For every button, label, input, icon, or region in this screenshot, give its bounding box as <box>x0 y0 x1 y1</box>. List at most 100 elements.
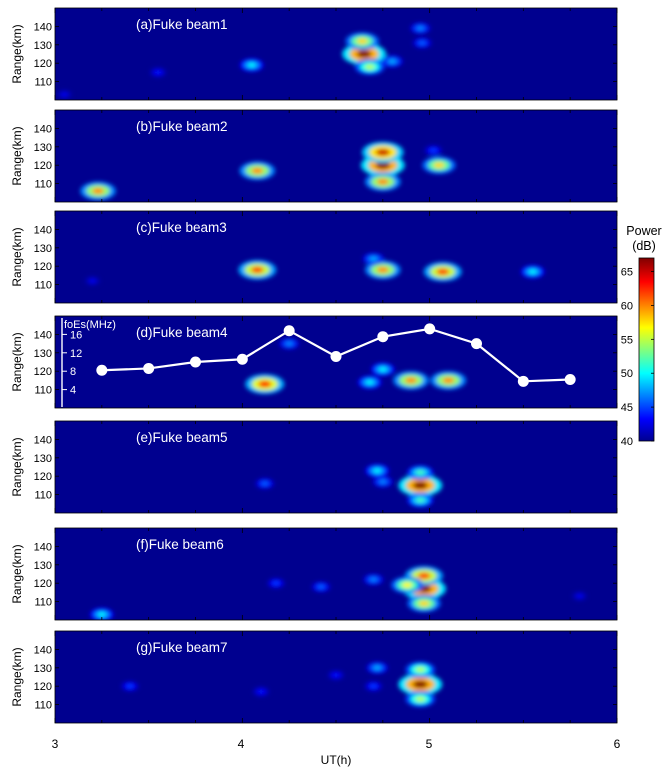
y-axis-label: Range(km) <box>10 544 24 603</box>
y-axis-label: Range(km) <box>10 126 24 185</box>
echo-blob <box>273 581 280 585</box>
echo-blob <box>285 341 293 346</box>
x-tick-5: 5 <box>426 737 433 751</box>
echo-blobs <box>80 141 456 201</box>
y-tick-label: 120 <box>34 366 52 378</box>
echo-blob <box>356 38 368 44</box>
echo-blob <box>375 148 390 156</box>
echo-blob <box>415 470 425 475</box>
y-tick-label: 140 <box>34 329 52 341</box>
colorbar-tick-label: 50 <box>621 368 633 380</box>
foEs-point <box>283 325 295 337</box>
echo-blob <box>356 50 372 58</box>
y-axis-label: Range(km) <box>10 437 24 496</box>
echo-blobs <box>120 661 443 707</box>
panels-group: 110 120 130 140 Range(km) (a)Fuke beam1 110 120… <box>10 7 618 724</box>
echo-blobs <box>56 22 432 100</box>
y-tick-label: 120 <box>34 578 52 590</box>
x-tick-4: 4 <box>238 737 245 751</box>
y-tick-label: 120 <box>34 471 52 483</box>
echo-blob <box>370 577 377 582</box>
panel-title: (a)Fuke beam1 <box>136 17 228 32</box>
foEs-tick-label: 12 <box>70 348 82 360</box>
foEs-point <box>96 364 108 376</box>
echo-blob <box>365 380 374 385</box>
panel-3: 110 120 130 140 Range(km) (c)Fuke beam3 <box>10 210 618 304</box>
echo-blob <box>261 481 268 486</box>
echo-blob <box>370 684 377 688</box>
y-tick-label: 130 <box>34 663 52 675</box>
echo-blob <box>415 696 426 702</box>
panel-title: (e)Fuke beam5 <box>136 430 228 445</box>
foEs-point <box>330 350 342 362</box>
echo-blob <box>379 479 387 484</box>
y-tick-label: 110 <box>34 490 52 502</box>
foEs-point <box>424 323 436 335</box>
foEs-tick-label: 16 <box>70 329 82 341</box>
echo-blob <box>415 497 425 503</box>
y-tick-label: 140 <box>34 644 52 656</box>
echo-blob <box>388 59 396 64</box>
y-tick-label: 120 <box>34 160 52 172</box>
echo-blobs <box>89 566 588 620</box>
echo-blob <box>376 178 389 185</box>
echo-blob <box>576 594 583 598</box>
echo-blob <box>433 162 445 169</box>
y-tick-label: 130 <box>34 348 52 360</box>
y-tick-label: 140 <box>34 123 52 135</box>
y-tick-label: 110 <box>34 280 52 292</box>
colorbar-title: Power <box>626 224 661 238</box>
y-tick-label: 110 <box>34 597 52 609</box>
echo-blob <box>373 468 382 473</box>
panel-background <box>55 421 617 513</box>
colorbar-gradient <box>638 257 655 442</box>
panel-title: (b)Fuke beam2 <box>136 119 228 134</box>
echo-blob <box>375 161 391 169</box>
x-tick-6: 6 <box>614 737 621 751</box>
echo-blob <box>413 680 428 688</box>
panel-7: 110 120 130 140 Range(km) (g)Fuke beam7 <box>10 630 618 724</box>
echo-blob <box>436 268 450 275</box>
y-tick-label: 120 <box>34 58 52 70</box>
echo-blob <box>333 673 339 677</box>
echo-blob <box>413 481 428 490</box>
panel-background <box>55 528 617 620</box>
panel-background <box>55 8 617 100</box>
y-tick-label: 110 <box>34 77 52 89</box>
echo-blob <box>97 612 106 617</box>
colorbar-tick-label: 45 <box>621 402 633 414</box>
echo-blob <box>247 62 256 68</box>
foEs-axis-label: foEs(MHz) <box>64 319 116 331</box>
echo-blob <box>155 70 161 75</box>
echo-blob <box>419 41 426 45</box>
panel-background <box>55 316 617 408</box>
y-tick-label: 130 <box>34 142 52 154</box>
y-axis-label: Range(km) <box>10 24 24 83</box>
colorbar-tick-label: 55 <box>621 334 633 346</box>
colorbar-tick-label: 60 <box>621 300 633 312</box>
foEs-point <box>471 338 482 350</box>
foEs-point <box>377 331 389 343</box>
y-tick-label: 130 <box>34 453 52 465</box>
colorbar-tick-label: 65 <box>621 267 633 279</box>
echo-blob <box>415 667 426 673</box>
echo-blob <box>364 64 375 70</box>
echo-blob <box>89 279 96 283</box>
foEs-point <box>517 375 529 387</box>
foEs-tick-label: 4 <box>70 385 76 397</box>
foEs-tick-label: 8 <box>70 366 76 378</box>
echo-blob <box>258 690 264 694</box>
y-axis-label: Range(km) <box>10 227 24 286</box>
echo-blob <box>418 600 430 607</box>
echo-blob <box>369 256 378 261</box>
colorbar-tick-label: 40 <box>621 436 633 448</box>
x-tick-3: 3 <box>52 737 59 751</box>
y-tick-label: 120 <box>34 261 52 273</box>
echo-blob <box>251 266 264 274</box>
foEs-point <box>236 353 248 365</box>
foEs-point <box>564 373 576 385</box>
echo-blob <box>126 684 133 688</box>
foEs-point <box>190 356 201 368</box>
